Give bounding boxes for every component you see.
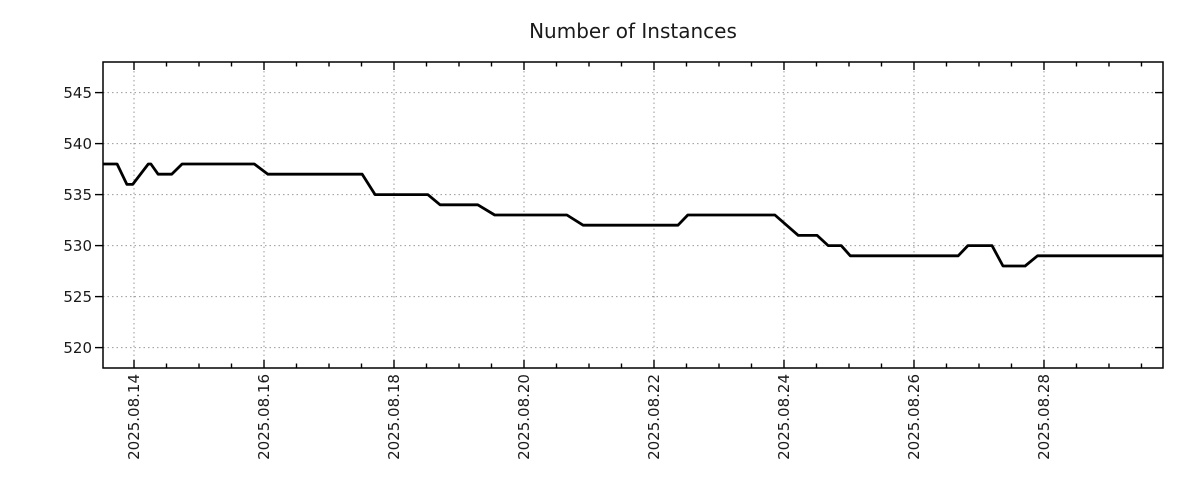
x-tick-label: 2025.08.24 (775, 374, 793, 460)
y-tick-label: 540 (63, 135, 92, 153)
y-tick-label: 535 (63, 186, 92, 204)
data-series-line (103, 162, 1163, 268)
x-tick-label: 2025.08.18 (385, 374, 403, 460)
x-tick-label: 2025.08.26 (905, 374, 923, 460)
chart-title: Number of Instances (529, 19, 737, 43)
x-tick-label: 2025.08.16 (255, 374, 273, 460)
x-tick-label: 2025.08.22 (645, 374, 663, 460)
x-tick-label: 2025.08.28 (1035, 374, 1053, 460)
plot-border (102, 61, 1164, 369)
x-tick-label: 2025.08.20 (515, 374, 533, 460)
x-tick-label: 2025.08.14 (125, 374, 143, 460)
y-tick-label: 530 (63, 237, 92, 255)
plot-area: 520 525 530 535 540 545 2025.08.14 2025.08.16 20… (63, 61, 1164, 460)
y-tick-label: 520 (63, 339, 92, 357)
y-tick-label: 525 (63, 288, 92, 306)
y-tick-label: 545 (63, 84, 92, 102)
